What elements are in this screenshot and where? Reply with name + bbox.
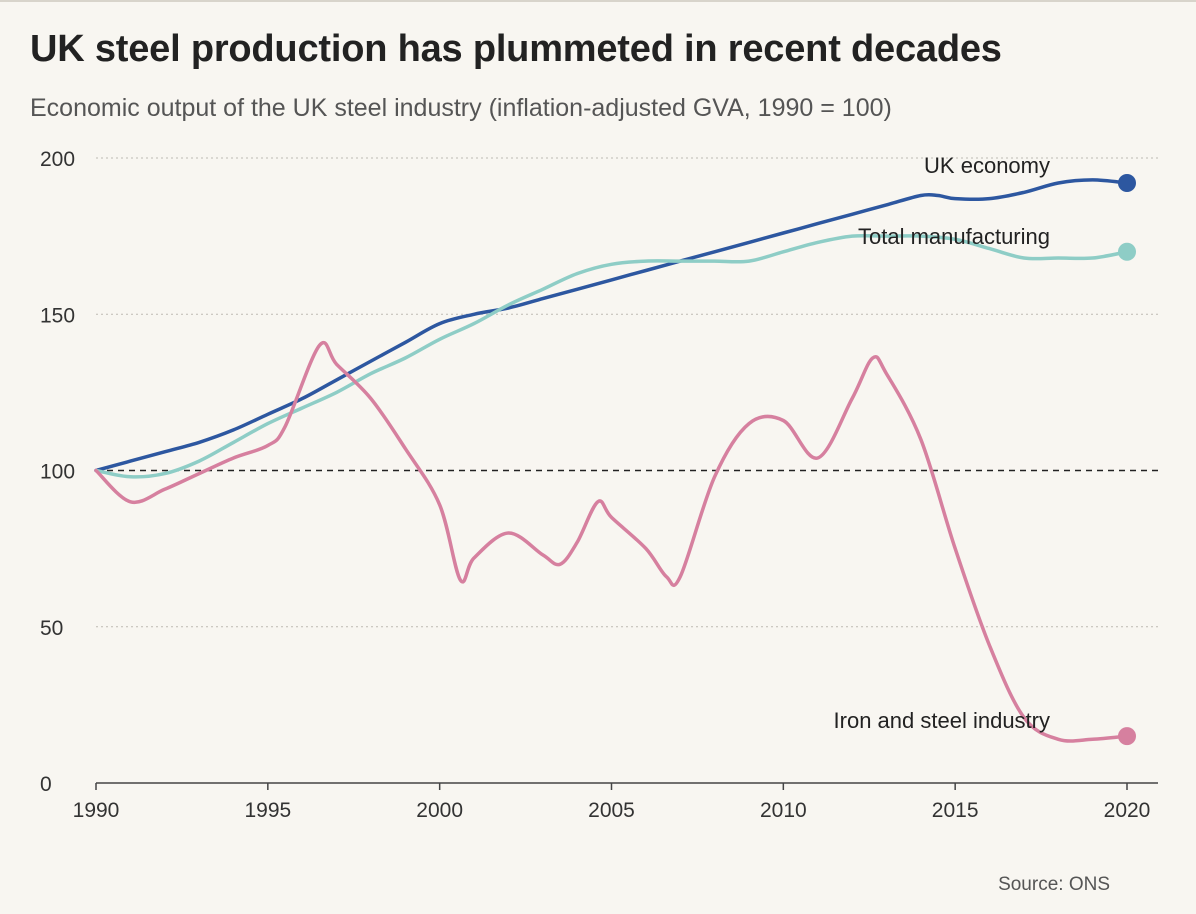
series-line-uk-economy	[94, 178, 1129, 473]
source-note: Source: ONS	[998, 874, 1110, 895]
x-tick-label-2015: 2015	[932, 799, 979, 822]
series-label-iron-and-steel-industry: Iron and steel industry	[834, 708, 1050, 733]
y-tick-label-150: 150	[40, 304, 75, 327]
chart-subtitle: Economic output of the UK steel industry…	[30, 94, 892, 122]
y-tick-label-100: 100	[40, 461, 75, 484]
x-tick-label-2020: 2020	[1104, 799, 1151, 822]
y-tick-label-200: 200	[40, 148, 75, 171]
end-marker-iron-and-steel-industry	[1118, 727, 1136, 746]
x-tick-label-1990: 1990	[73, 799, 120, 822]
x-tick-label-1995: 1995	[244, 799, 291, 822]
y-tick-label-0: 0	[40, 773, 52, 796]
x-tick-label-2000: 2000	[416, 799, 463, 822]
series-label-total-manufacturing: Total manufacturing	[858, 224, 1050, 249]
series-label-uk-economy: UK economy	[924, 153, 1050, 178]
x-tick-label-2010: 2010	[760, 799, 807, 822]
y-tick-label-50: 50	[40, 617, 63, 640]
axes: 0 50 100 150 200 1990 1995 2000 2005 2010 2015 2020	[40, 148, 1158, 822]
series-line-iron-and-steel-industry	[94, 341, 1129, 743]
gridlines	[96, 157, 1158, 628]
series-lines	[94, 174, 1136, 746]
series-line-total-manufacturing	[94, 233, 1129, 479]
end-marker-uk-economy	[1118, 174, 1136, 192]
top-rule	[0, 0, 1196, 2]
series-labels: UK economy Total manufacturing Iron and st…	[834, 153, 1050, 733]
end-marker-total-manufacturing	[1118, 242, 1136, 261]
chart-title: UK steel production has plummeted in rec…	[30, 28, 1002, 70]
x-tick-label-2005: 2005	[588, 799, 635, 822]
